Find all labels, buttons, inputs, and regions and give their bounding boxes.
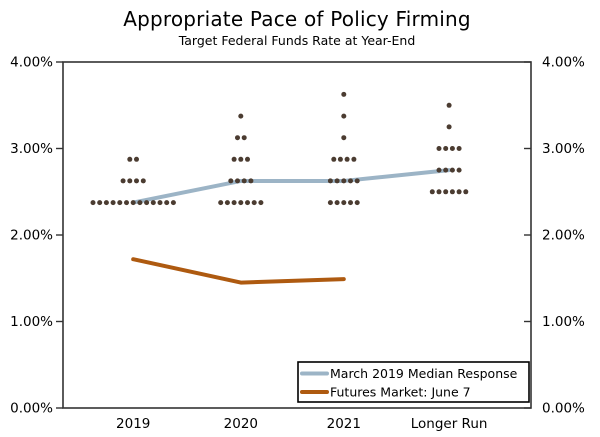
dot-cluster-longer-run (429, 102, 469, 195)
y-tick-label-right: 2.00% (542, 228, 585, 244)
response-dot (344, 156, 350, 162)
response-dot (446, 124, 452, 130)
response-dot (251, 200, 257, 206)
response-dot (456, 146, 462, 151)
response-dot (327, 200, 333, 206)
y-tick-label-right: 0.00% (542, 401, 585, 417)
response-dot (120, 178, 126, 184)
y-tick-label-right: 1.00% (542, 314, 585, 330)
response-dot (436, 167, 442, 173)
response-dot (351, 156, 357, 162)
response-dot (436, 146, 442, 151)
x-tick-label: 2021 (327, 416, 361, 432)
y-tick-label-left: 4.00% (10, 55, 53, 71)
response-dot (228, 178, 234, 184)
response-dot (245, 200, 250, 206)
response-dot (341, 135, 347, 141)
response-dot (137, 200, 143, 206)
y-tick-label-left: 1.00% (10, 314, 53, 330)
response-dot (235, 178, 240, 184)
y-tick-label-left: 3.00% (10, 141, 53, 157)
response-dot (241, 178, 247, 184)
response-dot (231, 200, 237, 206)
legend-label-1: Futures Market: June 7 (330, 385, 471, 400)
response-dot (341, 113, 347, 119)
response-dot (90, 200, 96, 206)
response-dot (348, 200, 353, 206)
response-dot (127, 156, 133, 162)
y-tick-label-right: 3.00% (542, 141, 585, 157)
response-dot (258, 200, 264, 206)
response-dot (436, 189, 442, 195)
y-tick-label-left: 2.00% (10, 228, 53, 244)
response-dot (130, 200, 136, 206)
response-dot (245, 156, 250, 162)
x-tick-label: 2020 (224, 416, 258, 432)
response-dot (164, 200, 170, 206)
response-dot (348, 178, 353, 184)
dot-cluster-2021 (327, 91, 360, 206)
response-dot (117, 200, 123, 206)
response-dot (354, 178, 360, 184)
plot-border (62, 61, 532, 409)
response-dot (218, 200, 224, 206)
response-dot (334, 200, 340, 206)
response-dot (241, 135, 247, 141)
response-dot (231, 156, 237, 162)
response-dot (238, 113, 244, 119)
chart-title: Appropriate Pace of Policy Firming (123, 7, 471, 31)
legend-label-0: March 2019 Median Response (330, 366, 518, 381)
x-tick-label: 2019 (116, 416, 150, 432)
response-dot (341, 91, 347, 97)
response-dot (456, 189, 462, 195)
series-line-1 (131, 257, 346, 285)
dot-cluster-2019 (90, 156, 176, 206)
response-dot (463, 189, 469, 195)
response-dot (443, 189, 449, 195)
response-dot (443, 146, 449, 151)
y-tick-label-right: 4.00% (542, 55, 585, 71)
response-dot (341, 178, 347, 184)
response-dot (170, 200, 176, 206)
response-dot (327, 178, 333, 184)
response-dot (224, 200, 230, 206)
response-dot (337, 156, 343, 162)
response-dot (449, 189, 455, 195)
response-dot (443, 167, 449, 173)
response-dot (134, 178, 139, 184)
response-dot (235, 135, 240, 141)
response-dot (103, 200, 109, 206)
response-dot (429, 189, 435, 195)
y-tick-label-left: 0.00% (10, 401, 53, 417)
legend: March 2019 Median Response Futures Market… (297, 361, 530, 403)
response-dot (331, 156, 337, 162)
response-dot (97, 200, 103, 206)
response-dot (144, 200, 150, 206)
x-tick-label: Longer Run (411, 416, 488, 432)
response-dot (449, 146, 455, 151)
response-dot (238, 156, 244, 162)
response-dot (238, 200, 244, 206)
dot-cluster-2020 (218, 113, 264, 206)
response-dot (341, 200, 347, 206)
response-dot (157, 200, 163, 206)
response-dot (248, 178, 254, 184)
chart-subtitle: Target Federal Funds Rate at Year-End (178, 33, 416, 48)
response-dot (446, 102, 452, 108)
response-dot (150, 200, 156, 206)
series-line-0 (131, 168, 452, 205)
response-dot (140, 178, 146, 184)
response-dot (354, 200, 360, 206)
response-dot (127, 178, 133, 184)
response-dot (334, 178, 340, 184)
response-dot (456, 167, 462, 173)
response-dot (449, 167, 455, 173)
response-dot (134, 156, 139, 162)
response-dot (110, 200, 116, 206)
response-dot (124, 200, 129, 206)
legend-box (297, 361, 530, 403)
